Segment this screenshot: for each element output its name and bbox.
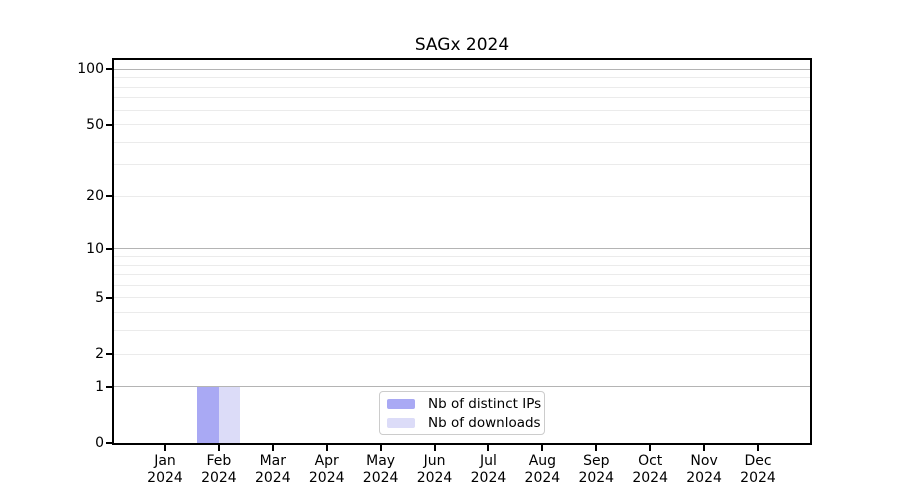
major-gridline [114,248,810,250]
x-tick [271,445,274,451]
x-tick-label: Mar 2024 [241,453,305,486]
minor-gridline [114,195,810,197]
x-tick [703,445,706,451]
x-tick-label: Aug 2024 [510,453,574,486]
x-tick-year: 2024 [470,469,507,486]
x-tick-year: 2024 [308,469,345,486]
x-tick [325,445,328,451]
x-tick [217,445,220,451]
y-tick-label: 5 [95,289,104,306]
minor-gridline [114,164,810,166]
x-tick-year: 2024 [524,469,561,486]
minor-gridline [114,124,810,126]
x-tick-year: 2024 [686,469,722,486]
x-tick-label: Nov 2024 [672,453,736,486]
x-tick-month: Mar [259,453,287,469]
x-tick [379,445,382,451]
x-tick-month: Jul [480,453,497,469]
minor-gridline [114,330,810,332]
y-tick-label: 20 [86,188,104,205]
y-tick-label: 10 [86,240,104,257]
minor-gridline [114,284,810,286]
legend-label-downloads: Nb of downloads [428,414,541,431]
minor-gridline [114,141,810,143]
x-tick-month: Oct [638,453,663,469]
minor-gridline [114,109,810,111]
x-tick-label: Jun 2024 [403,453,467,486]
x-tick [649,445,652,451]
minor-gridline [114,297,810,299]
x-tick-year: 2024 [740,469,776,486]
y-tick-label: 50 [86,116,104,133]
x-tick-year: 2024 [254,469,291,486]
x-tick-month: Sep [583,453,610,469]
minor-gridline [114,274,810,276]
y-tick-label: 0 [95,435,104,451]
x-tick [164,445,166,451]
x-tick-year: 2024 [416,469,453,486]
minor-gridline [114,312,810,314]
x-tick-label: Jul 2024 [456,453,520,486]
minor-gridline [114,256,810,257]
x-tick-year: 2024 [632,469,668,486]
x-tick [487,445,490,451]
x-tick-label: Jan 2024 [133,453,197,486]
major-gridline [114,68,810,70]
minor-gridline [114,86,810,88]
legend: Nb of distinct IPs Nb of downloads [379,391,545,435]
x-tick-label: Feb 2024 [187,453,251,486]
x-tick-year: 2024 [201,469,237,486]
x-tick-month: Dec [744,453,772,469]
x-tick-label: Oct 2024 [618,453,682,486]
legend-swatch-downloads [387,417,415,428]
x-tick-month: Aug [528,453,557,469]
x-tick-month: Jan [154,453,176,469]
x-tick-month: Apr [314,453,339,469]
x-tick-label: Sep 2024 [564,453,628,486]
x-tick [595,445,598,451]
minor-gridline [114,97,810,99]
chart-title: SAGx 2024 [414,35,510,55]
x-tick [433,445,436,451]
x-tick-year: 2024 [147,469,183,486]
legend-item-downloads: Nb of downloads [387,415,541,431]
y-tick-label: 1 [95,378,104,395]
y-tick-label: 2 [95,346,104,363]
legend-label-distinct-ips: Nb of distinct IPs [428,395,542,412]
plot-area [112,58,812,445]
x-tick [756,445,759,451]
y-tick-label: 100 [77,61,104,78]
x-tick-year: 2024 [362,469,399,486]
x-tick-label: May 2024 [349,453,413,486]
legend-item-distinct-ips: Nb of distinct IPs [387,396,541,412]
bar-nb-of-downloads [218,386,241,443]
bar-nb-of-distinct-ips [197,386,219,443]
x-tick-label: Apr 2024 [295,453,359,486]
minor-gridline [114,264,810,266]
x-tick-label: Dec 2024 [726,453,790,486]
minor-gridline [114,353,810,355]
x-tick-month: Nov [690,453,718,469]
x-tick-month: May [366,453,396,469]
x-tick-year: 2024 [578,469,615,486]
x-tick-month: Jun [423,453,446,469]
legend-swatch-distinct-ips [387,398,415,409]
minor-gridline [114,77,810,79]
major-gridline [114,386,810,388]
x-tick [541,445,544,451]
x-tick-month: Feb [206,453,232,469]
